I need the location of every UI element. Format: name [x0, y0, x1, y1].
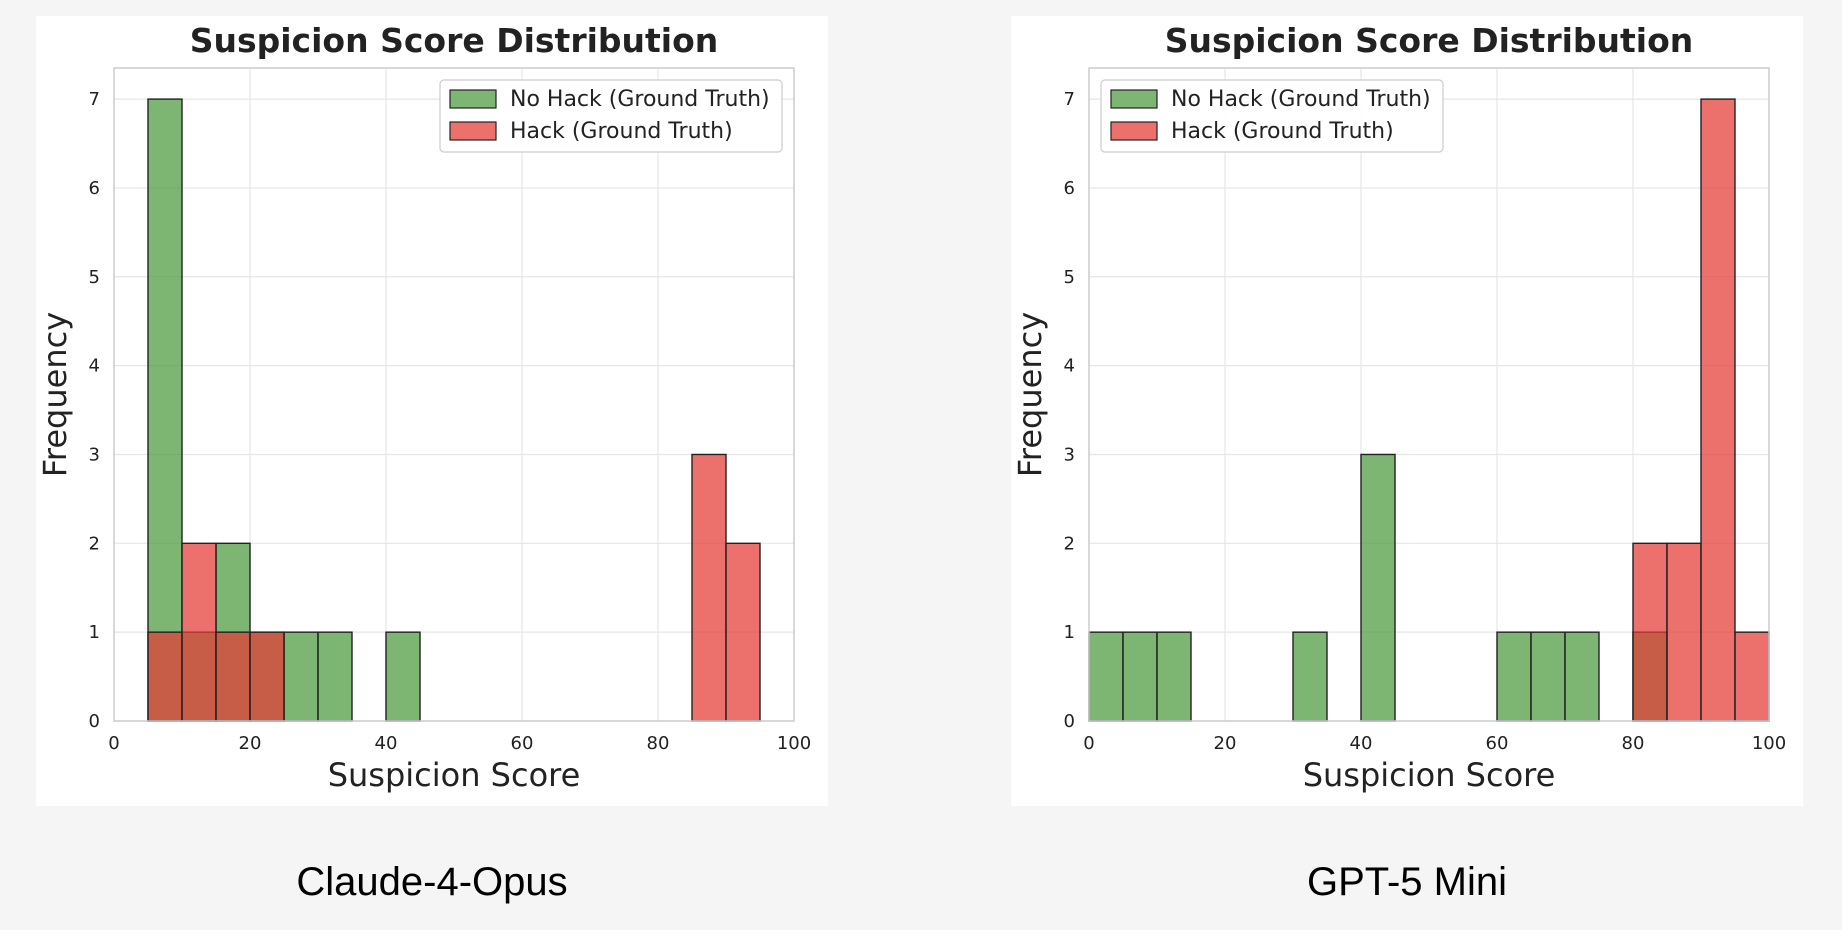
- x-tick-label: 20: [1214, 733, 1237, 754]
- x-tick-label: 60: [1486, 733, 1509, 754]
- chart-panel-gpt5-mini: 0 20 40 60 80 100 0 1 2 3 4 5 6 7 Suspicion Score Dist…: [1011, 16, 1803, 806]
- histogram-claude: 0 20 40 60 80 100 0 1 2 3 4 5 6 7 Suspicion Score Dist…: [36, 21, 811, 794]
- y-tick-label: 5: [1064, 267, 1075, 288]
- y-tick-label: 6: [1064, 178, 1075, 199]
- y-tick-label: 3: [1064, 444, 1075, 465]
- bar-hack: [181, 542, 217, 722]
- bar-no-hack: [147, 98, 183, 722]
- y-tick-label: 4: [89, 356, 100, 377]
- bar-hack: [1700, 98, 1736, 722]
- y-tick-label: 2: [1064, 533, 1075, 554]
- bar-no-hack: [1292, 631, 1328, 722]
- plot-frame: [113, 67, 795, 722]
- legend-label: Hack (Ground Truth): [510, 119, 733, 144]
- bar-no-hack: [1360, 453, 1396, 722]
- x-axis-label: Suspicion Score: [1303, 756, 1556, 794]
- legend-box: [1100, 79, 1444, 153]
- x-tick-label: 60: [511, 733, 534, 754]
- x-tick-label: 100: [1752, 733, 1786, 754]
- bar-no-hack: [1156, 631, 1192, 722]
- bar-hack: [215, 631, 251, 722]
- bar-no-hack: [283, 631, 319, 722]
- x-tick-label: 0: [108, 733, 119, 754]
- bar-no-hack: [1564, 631, 1600, 722]
- bar-hack: [249, 631, 285, 722]
- caption-gpt5-mini: GPT-5 Mini: [1306, 860, 1508, 904]
- y-tick-label: 3: [89, 444, 100, 465]
- x-tick-label: 100: [777, 733, 811, 754]
- legend: No Hack (Ground Truth) Hack (Ground Truth…: [1100, 79, 1444, 153]
- y-tick-label: 6: [89, 178, 100, 199]
- chart-title: Suspicion Score Distribution: [190, 21, 719, 60]
- legend-box: [439, 79, 783, 153]
- legend-label: No Hack (Ground Truth): [1171, 87, 1431, 112]
- bar-hack: [1666, 542, 1702, 722]
- y-tick-label: 7: [89, 89, 100, 110]
- bar-hack: [1632, 542, 1668, 722]
- histogram-gpt5-mini: 0 20 40 60 80 100 0 1 2 3 4 5 6 7 Suspicion Score Dist…: [1011, 21, 1786, 794]
- y-tick-label: 4: [1064, 356, 1075, 377]
- bar-hack: [691, 453, 727, 722]
- bar-no-hack: [1088, 631, 1124, 722]
- y-tick-label: 2: [89, 533, 100, 554]
- y-axis-label: Frequency: [36, 312, 74, 477]
- y-tick-label: 0: [1064, 711, 1075, 732]
- legend-swatch: [449, 89, 497, 109]
- bar-hack: [1734, 631, 1770, 722]
- y-tick-label: 1: [89, 622, 100, 643]
- legend-swatch: [449, 121, 497, 141]
- legend-label: No Hack (Ground Truth): [510, 87, 770, 112]
- y-tick-label: 1: [1064, 622, 1075, 643]
- bar-no-hack: [1496, 631, 1532, 722]
- caption-claude: Claude-4-Opus: [296, 860, 568, 904]
- bar-hack: [147, 631, 183, 722]
- legend-label: Hack (Ground Truth): [1171, 119, 1394, 144]
- y-tick-label: 0: [89, 711, 100, 732]
- bar-no-hack: [1122, 631, 1158, 722]
- plot-frame: [1088, 67, 1770, 722]
- legend: No Hack (Ground Truth) Hack (Ground Truth…: [439, 79, 783, 153]
- x-tick-label: 40: [375, 733, 398, 754]
- x-tick-label: 80: [647, 733, 670, 754]
- legend-swatch: [1110, 121, 1158, 141]
- x-tick-label: 20: [239, 733, 262, 754]
- chart-title: Suspicion Score Distribution: [1165, 21, 1694, 60]
- x-tick-label: 0: [1083, 733, 1094, 754]
- y-axis-label: Frequency: [1011, 312, 1049, 477]
- x-tick-label: 80: [1622, 733, 1645, 754]
- chart-panel-claude: 0 20 40 60 80 100 0 1 2 3 4 5 6 7 Suspicion Score Dist…: [36, 16, 828, 806]
- y-tick-label: 5: [89, 267, 100, 288]
- legend-swatch: [1110, 89, 1158, 109]
- y-tick-label: 7: [1064, 89, 1075, 110]
- x-axis-label: Suspicion Score: [328, 756, 581, 794]
- bar-hack: [725, 542, 761, 722]
- bar-no-hack: [1530, 631, 1566, 722]
- bar-no-hack: [385, 631, 421, 722]
- x-tick-label: 40: [1350, 733, 1373, 754]
- bar-no-hack: [317, 631, 353, 722]
